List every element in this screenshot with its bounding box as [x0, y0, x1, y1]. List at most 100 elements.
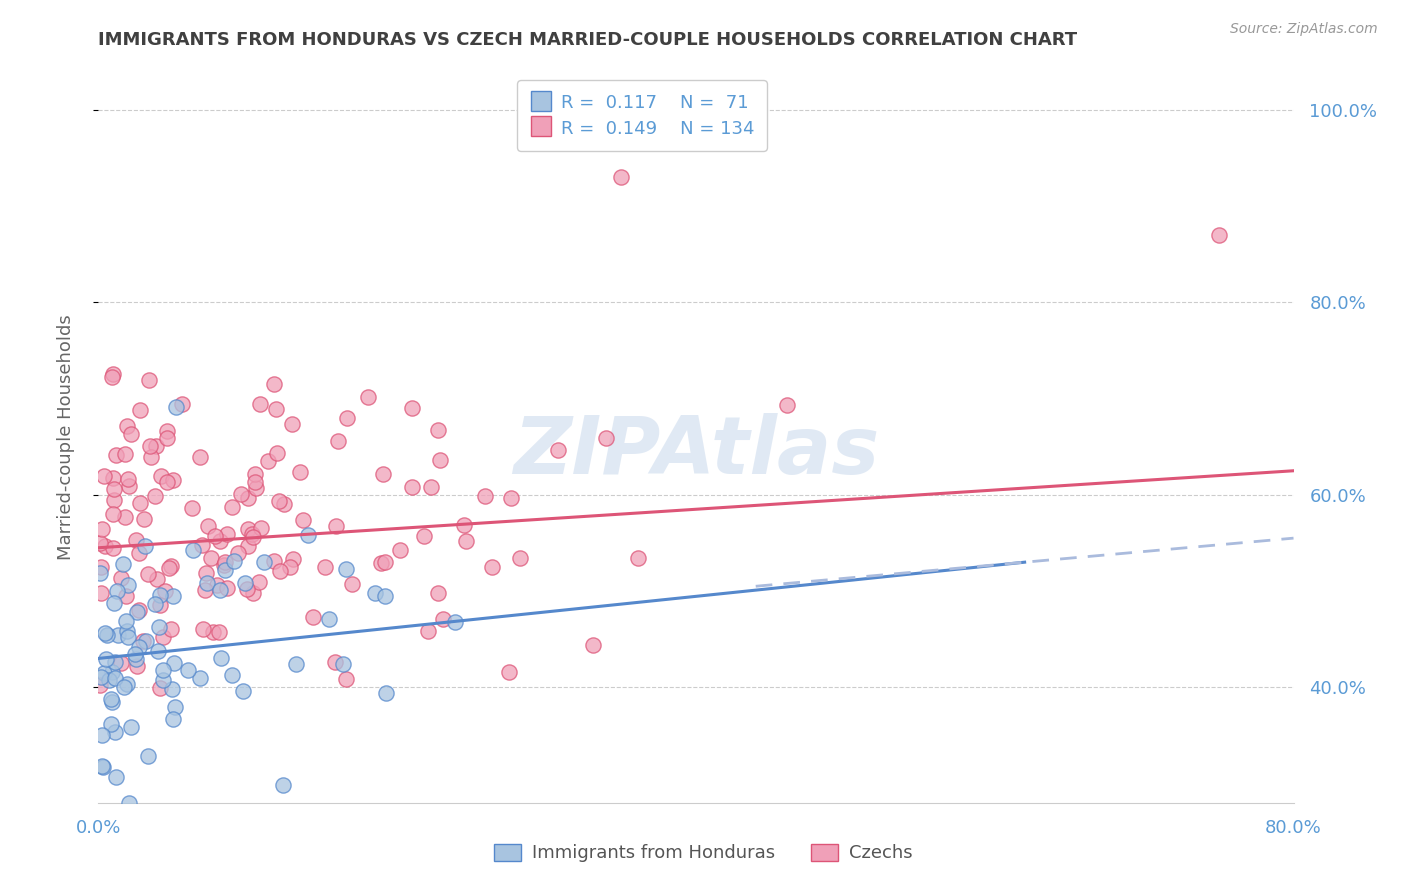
Point [115, 624, 138, 638]
Point [243, 467, 266, 481]
Point [336, 411, 359, 425]
Point [453, 517, 475, 532]
Point [149, 468, 172, 483]
Point [94, 626, 117, 640]
Point [163, 657, 186, 671]
Point [115, 677, 138, 691]
Point [221, 668, 243, 682]
Point [207, 577, 229, 591]
Point [269, 564, 291, 578]
Point [128, 403, 150, 417]
Point [432, 612, 454, 626]
Point [342, 577, 364, 591]
Point [156, 475, 179, 489]
Point [481, 559, 503, 574]
Point [91, 522, 114, 536]
Point [101, 471, 124, 485]
Point [208, 583, 231, 598]
Point [138, 748, 160, 763]
Point [91, 759, 114, 773]
Point [117, 630, 139, 644]
Point [101, 695, 124, 709]
Point [145, 439, 167, 453]
Y-axis label: Married-couple Households: Married-couple Households [56, 314, 75, 560]
Point [420, 479, 443, 493]
Point [374, 589, 396, 603]
Point [326, 434, 349, 448]
Point [93, 539, 115, 553]
Point [94, 652, 117, 666]
Point [371, 467, 394, 481]
Point [263, 377, 285, 392]
Point [162, 589, 184, 603]
Point [418, 624, 440, 638]
Point [253, 555, 276, 569]
Point [364, 586, 387, 600]
Point [240, 526, 263, 541]
Point [413, 529, 436, 543]
Point [90, 560, 112, 574]
Point [114, 447, 136, 461]
Point [582, 638, 605, 652]
Point [125, 658, 148, 673]
Point [104, 671, 127, 685]
Point [429, 453, 451, 467]
Point [427, 423, 450, 437]
Point [114, 614, 136, 628]
Point [136, 567, 159, 582]
Point [388, 543, 411, 558]
Point [134, 511, 156, 525]
Point [143, 489, 166, 503]
Point [134, 539, 156, 553]
Point [148, 588, 170, 602]
Point [256, 454, 278, 468]
Point [135, 633, 157, 648]
Point [149, 681, 172, 695]
Point [1208, 227, 1230, 242]
Point [297, 528, 319, 542]
Point [181, 542, 204, 557]
Point [595, 431, 617, 445]
Point [269, 493, 291, 508]
Point [238, 539, 260, 553]
Point [90, 670, 112, 684]
Point [114, 509, 136, 524]
Point [115, 590, 138, 604]
Point [204, 529, 226, 543]
Point [499, 491, 522, 506]
Point [152, 673, 174, 688]
Point [100, 370, 122, 384]
Point [281, 552, 304, 566]
Point [323, 655, 346, 669]
Point [249, 397, 271, 411]
Point [91, 729, 114, 743]
Point [93, 666, 115, 681]
Point [401, 480, 423, 494]
Point [547, 442, 569, 457]
Point [266, 401, 288, 416]
Point [191, 537, 214, 551]
Point [129, 496, 152, 510]
Point [242, 586, 264, 600]
Point [153, 584, 176, 599]
Point [149, 598, 172, 612]
Point [125, 606, 148, 620]
Point [232, 684, 254, 698]
Point [229, 487, 252, 501]
Point [197, 519, 219, 533]
Point [90, 586, 112, 600]
Point [236, 582, 259, 597]
Point [104, 655, 127, 669]
Point [103, 596, 125, 610]
Point [117, 472, 139, 486]
Point [278, 560, 301, 574]
Point [456, 534, 478, 549]
Point [314, 559, 336, 574]
Point [214, 555, 236, 569]
Point [195, 575, 218, 590]
Point [401, 401, 423, 416]
Point [188, 450, 211, 465]
Point [105, 770, 128, 784]
Point [103, 482, 125, 496]
Point [101, 507, 124, 521]
